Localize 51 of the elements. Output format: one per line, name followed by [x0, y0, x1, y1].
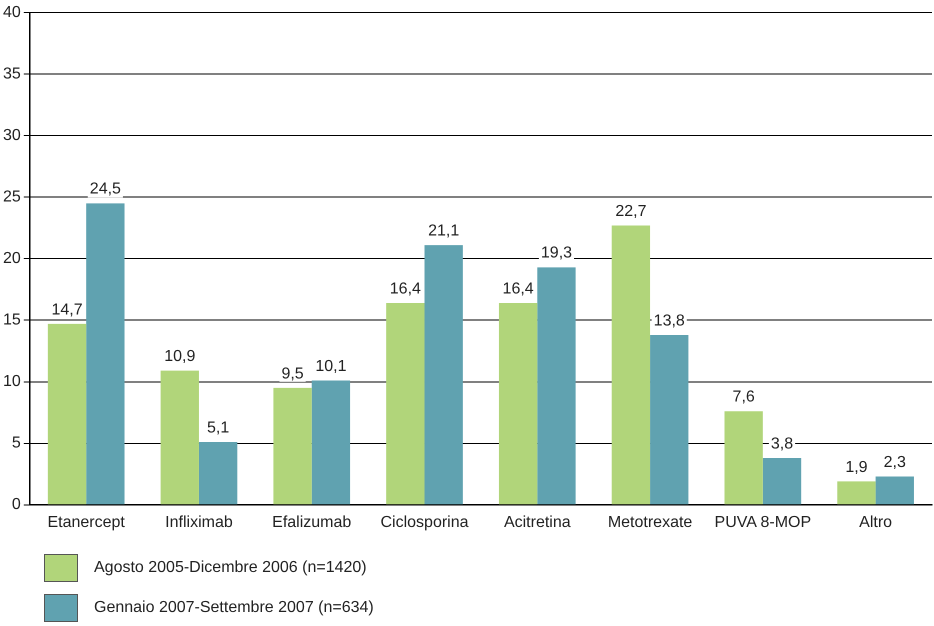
data-label: 7,6 [732, 388, 755, 406]
data-label: 16,4 [502, 280, 534, 298]
data-label: 21,1 [428, 222, 460, 240]
bar [48, 324, 86, 504]
bar [386, 303, 425, 504]
bar [86, 203, 125, 504]
bar [312, 380, 350, 504]
y-tick-label: 35 [3, 66, 21, 83]
data-label: 1,9 [845, 458, 868, 476]
bar [612, 225, 650, 504]
bar [273, 388, 312, 504]
x-tick-label: Efalizumab [272, 514, 352, 531]
data-label: 10,1 [315, 358, 347, 375]
y-tick-label: 30 [3, 127, 21, 144]
bar [498, 303, 538, 504]
bar [837, 481, 876, 504]
data-label: 22,7 [615, 202, 647, 220]
x-tick-label: Infliximab [165, 514, 233, 531]
data-label: 13,8 [654, 312, 685, 330]
bar [198, 442, 238, 504]
y-tick-label: 0 [12, 496, 21, 514]
bar [650, 334, 688, 504]
x-tick-label: Etanercept [47, 514, 126, 531]
data-label: 3,8 [770, 435, 794, 452]
data-label: 9,5 [281, 365, 304, 382]
x-tick-label: PUVA 8-MOP [714, 514, 812, 531]
y-tick-label: 40 [3, 4, 21, 22]
bar [876, 476, 914, 504]
bar [537, 267, 576, 504]
y-tick-label: 5 [12, 434, 21, 452]
bar [160, 370, 199, 504]
data-label: 10,9 [164, 348, 196, 366]
y-tick-label: 20 [3, 250, 21, 268]
y-tick-label: 25 [3, 188, 21, 206]
y-tick-label: 15 [3, 312, 21, 329]
bar [424, 245, 463, 504]
x-tick-label: Metotrexate [608, 514, 692, 531]
data-label: 19,3 [540, 244, 572, 262]
data-label: 5,1 [207, 419, 230, 436]
bar [762, 458, 802, 504]
x-tick-label: Acitretina [504, 514, 571, 531]
data-label: 14,7 [51, 301, 83, 318]
data-label: 2,3 [884, 454, 906, 471]
bar [724, 411, 763, 504]
x-tick-label: Altro [859, 514, 892, 531]
data-label: 24,5 [90, 180, 122, 198]
legend-label: Agosto 2005-Dicembre 2006 (n=1420) [94, 559, 367, 577]
y-tick-label: 10 [3, 373, 21, 390]
data-label: 16,4 [390, 280, 422, 298]
x-tick-label: Ciclosporina [380, 514, 469, 531]
legend-label: Gennaio 2007-Settembre 2007 (n=634) [94, 599, 374, 617]
